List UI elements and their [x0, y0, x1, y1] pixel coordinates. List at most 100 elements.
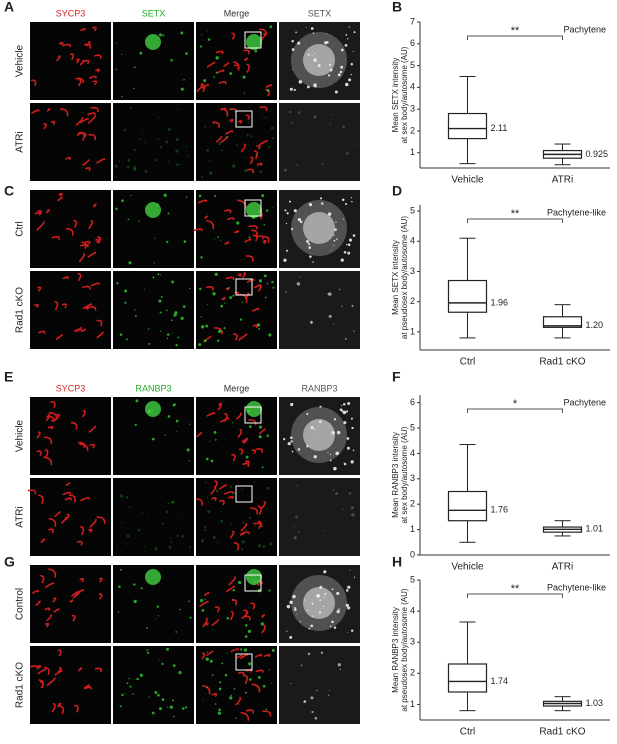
green-focus — [206, 149, 209, 152]
green-focus — [135, 399, 139, 403]
median-label: 1.03 — [586, 698, 604, 708]
chromosome — [256, 162, 263, 167]
chromosome — [65, 513, 70, 520]
chromosome — [92, 80, 98, 86]
chromosome — [76, 131, 81, 136]
chromosome — [70, 421, 78, 430]
green-focus — [167, 706, 169, 708]
zoom-focus — [321, 202, 324, 205]
zoom-focus — [337, 663, 342, 667]
green-focus — [142, 511, 144, 514]
green-focus — [269, 550, 271, 552]
chromosome — [233, 61, 240, 71]
zoom-focus — [343, 462, 347, 466]
significance-bracket — [467, 408, 563, 413]
green-focus — [158, 707, 163, 711]
zoom-box — [235, 485, 253, 503]
zoom-focus — [345, 589, 349, 592]
zoom-focus — [331, 620, 334, 624]
chromosome — [43, 666, 50, 675]
chromosome — [48, 528, 55, 534]
y-axis-label: at sex body/autosome (AU) — [400, 46, 409, 143]
zoom-focus — [306, 85, 310, 89]
green-focus — [241, 548, 244, 551]
zoom-focus — [333, 466, 337, 471]
zoom-focus — [333, 418, 337, 421]
zoom-focus — [340, 514, 342, 516]
chromosome — [46, 614, 53, 622]
chromosome — [219, 499, 225, 506]
zoom-focus — [321, 162, 324, 165]
green-focus — [209, 171, 213, 175]
green-focus — [165, 140, 169, 144]
y-tick-label: 2 — [410, 499, 415, 509]
significance-bracket — [467, 35, 563, 40]
zoom-focus — [336, 610, 340, 614]
green-focus — [229, 696, 233, 700]
y-tick-label: 2 — [410, 296, 415, 306]
green-focus — [157, 138, 160, 141]
zoom-focus — [343, 251, 347, 254]
zoom-focus — [347, 606, 351, 610]
micrograph — [113, 190, 194, 268]
green-focus — [210, 459, 214, 463]
green-focus — [199, 287, 202, 291]
chromosome — [237, 273, 242, 277]
chromosome — [206, 412, 216, 417]
zoom-focus — [344, 337, 347, 340]
zoom-focus — [336, 238, 338, 240]
zoom-focus — [343, 218, 345, 220]
zoom-focus — [345, 82, 349, 87]
green-focus — [167, 127, 171, 131]
chromosome — [80, 27, 86, 32]
chromosome — [44, 622, 50, 628]
chromosome — [255, 447, 263, 453]
green-focus — [243, 648, 248, 652]
zoom-focus — [327, 451, 329, 453]
zoom-focus — [328, 694, 330, 696]
zoom-focus — [312, 32, 315, 34]
zoom-focus — [305, 26, 307, 28]
green-focus — [130, 194, 132, 196]
zoom-focus — [288, 200, 291, 203]
chromosome — [240, 531, 250, 535]
chromosome — [51, 235, 60, 240]
green-focus — [257, 675, 261, 679]
zoom-focus — [319, 585, 323, 589]
green-focus — [251, 162, 253, 164]
chromosome — [240, 712, 250, 721]
chromosome — [240, 523, 248, 532]
green-focus — [198, 194, 202, 198]
green-focus — [232, 598, 234, 601]
chromosome — [238, 448, 244, 455]
zoom-focus — [339, 408, 343, 412]
chromosome — [224, 209, 232, 214]
chromosome — [62, 43, 72, 48]
zoom-focus — [314, 53, 316, 55]
green-focus — [128, 677, 130, 680]
chromosome — [256, 235, 264, 240]
annotation: Pachytene-like — [547, 582, 606, 592]
green-focus — [266, 486, 269, 490]
green-focus — [213, 76, 215, 78]
chromosome — [95, 68, 101, 73]
chromosome — [87, 112, 96, 116]
green-focus — [207, 510, 211, 514]
chromosome — [82, 159, 90, 166]
chromosome — [27, 489, 37, 495]
median-label: 1.01 — [586, 524, 604, 534]
zoom-focus — [334, 90, 338, 94]
green-focus — [212, 122, 215, 125]
zoom-focus — [341, 198, 345, 201]
green-focus — [169, 537, 172, 540]
zoom-focus — [352, 234, 356, 237]
zoom-focus — [351, 304, 354, 308]
green-focus — [183, 79, 185, 81]
chromosome — [254, 653, 263, 658]
chromosome — [88, 133, 97, 141]
panel-letter: B — [392, 0, 402, 15]
chromosome — [195, 498, 203, 506]
green-focus — [258, 435, 262, 439]
chromosome — [255, 669, 264, 673]
green-focus — [246, 133, 249, 137]
